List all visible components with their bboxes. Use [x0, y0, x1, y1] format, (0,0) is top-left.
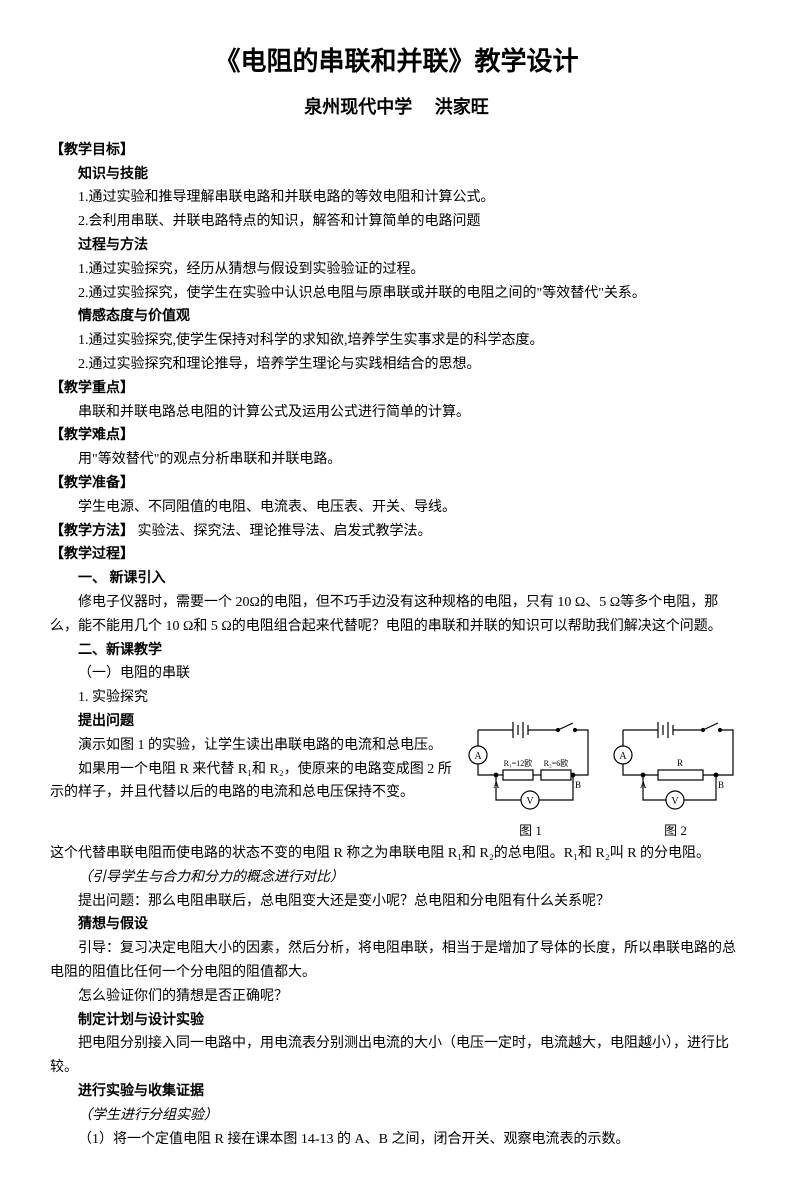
section-proc: 【教学过程】 [50, 543, 743, 567]
knowledge-item-2: 2.会利用串联、并联电路特点的知识，解答和计算简单的电路问题 [50, 210, 743, 234]
author-name: 洪家旺 [435, 97, 489, 117]
svg-text:R₁=12欧: R₁=12欧 [504, 758, 533, 768]
svg-text:A: A [619, 751, 627, 762]
section-prep: 【教学准备】 [50, 472, 743, 496]
figure-2-caption: 图 2 [608, 820, 743, 842]
plan-header: 制定计划与设计实验 [50, 1009, 743, 1033]
section-goal: 【教学目标】 [50, 139, 743, 163]
keypoint-text: 串联和并联电路总电阻的计算公式及运用公式进行简单的计算。 [50, 401, 743, 425]
figure-1-caption: 图 1 [463, 820, 598, 842]
svg-text:A: A [474, 751, 482, 762]
raise-question-text-4: 提出问题：那么电阻串联后，总电阻变大还是变小呢？总电阻和分电阻有什么关系呢？ [50, 890, 743, 914]
school-name: 泉州现代中学 [304, 97, 412, 117]
verify-text: 怎么验证你们的猜想是否正确呢？ [50, 985, 743, 1009]
figure-2: A V R A B 图 2 [608, 710, 743, 842]
hypothesis-header: 猜想与假设 [50, 913, 743, 937]
svg-text:A: A [493, 780, 500, 790]
hypothesis-text: 引导：复习决定电阻大小的因素，然后分析，将电阻串联，相当于是增加了导体的长度，所… [50, 937, 743, 985]
collect-text: （1）将一个定值电阻 R 接在课本图 14-13 的 A、B 之间，闭合开关、观… [50, 1128, 743, 1152]
plan-text: 把电阻分别接入同一电路中，用电流表分别测出电流的大小（电压一定时，电流越大，电阻… [50, 1032, 743, 1080]
process-item-1: 1.通过实验探究，经历从猜想与假设到实验验证的过程。 [50, 258, 743, 282]
guide-text: （引导学生与合力和分力的概念进行对比） [50, 866, 743, 890]
prep-text: 学生电源、不同阻值的电阻、电流表、电压表、开关、导线。 [50, 496, 743, 520]
teach-header: 二、新课教学 [50, 639, 743, 663]
section-difficulty: 【教学难点】 [50, 424, 743, 448]
circuit-diagram-1: A V R₁=12欧 R₂=6欧 A B [463, 710, 598, 820]
svg-text:A: A [640, 780, 647, 790]
document-title: 《电阻的串联和并联》教学设计 [50, 40, 743, 84]
raise-question-text-3: 这个代替串联电阻而使电路的状态不变的电阻 R 称之为串联电阻 R₁和 R₂的总电… [50, 842, 743, 866]
series-header: （一）电阻的串联 [50, 662, 743, 686]
process-item-2: 2.通过实验探究，使学生在实验中认识总电阻与原串联或并联的电阻之间的"等效替代"… [50, 282, 743, 306]
document-subtitle: 泉州现代中学 洪家旺 [50, 92, 743, 123]
emotion-item-2: 2.通过实验探究和理论推导，培养学生理论与实践相结合的思想。 [50, 353, 743, 377]
emotion-item-1: 1.通过实验探究,使学生保持对科学的求知欲,培养学生实事求是的科学态度。 [50, 329, 743, 353]
svg-text:B: B [575, 780, 581, 790]
knowledge-item-1: 1.通过实验和推导理解串联电路和并联电路的等效电阻和计算公式。 [50, 186, 743, 210]
collect-note: （学生进行分组实验） [50, 1104, 743, 1128]
intro-header: 一、 新课引入 [50, 567, 743, 591]
svg-text:R: R [677, 758, 683, 768]
svg-text:B: B [718, 780, 724, 790]
circuit-figures: A V R₁=12欧 R₂=6欧 A B 图 1 [463, 710, 743, 842]
svg-text:R₂=6欧: R₂=6欧 [544, 758, 569, 768]
subheader-process: 过程与方法 [50, 234, 743, 258]
section-method: 【教学方法】 [50, 524, 134, 539]
method-text: 实验法、探究法、理论推导法、启发式教学法。 [138, 524, 432, 539]
circuit-diagram-2: A V R A B [608, 710, 743, 820]
subheader-knowledge: 知识与技能 [50, 163, 743, 187]
difficulty-text: 用"等效替代"的观点分析串联和并联电路。 [50, 448, 743, 472]
exp-header: 1. 实验探究 [50, 686, 743, 710]
subheader-emotion: 情感态度与价值观 [50, 305, 743, 329]
section-method-line: 【教学方法】 实验法、探究法、理论推导法、启发式教学法。 [50, 520, 743, 544]
svg-text:V: V [526, 796, 534, 807]
svg-text:V: V [671, 796, 679, 807]
figure-1: A V R₁=12欧 R₂=6欧 A B 图 1 [463, 710, 598, 842]
intro-text: 修电子仪器时，需要一个 20Ω的电阻，但不巧手边没有这种规格的电阻，只有 10 … [50, 591, 743, 639]
collect-header: 进行实验与收集证据 [50, 1080, 743, 1104]
section-keypoint: 【教学重点】 [50, 377, 743, 401]
